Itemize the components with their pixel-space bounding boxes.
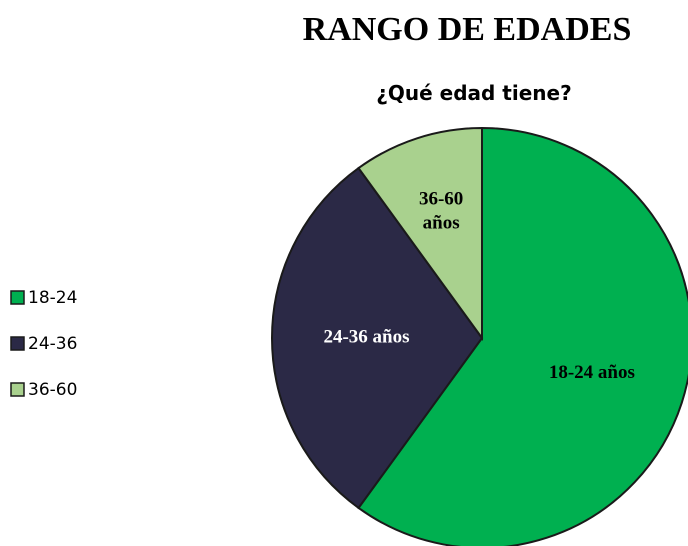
slice-label: años bbox=[423, 213, 460, 234]
pie-slice bbox=[271, 166, 484, 510]
legend-label: 36-60 bbox=[28, 380, 77, 400]
legend-swatch bbox=[10, 382, 25, 397]
chart-title: ¿Qué edad tiene? bbox=[376, 81, 571, 105]
legend-label: 18-24 bbox=[28, 288, 77, 308]
pie-slice bbox=[357, 126, 688, 546]
slice-label: 36-60 bbox=[419, 189, 463, 210]
slice-label: 24-36 años bbox=[323, 326, 409, 347]
legend-swatch bbox=[10, 336, 25, 351]
legend-label: 24-36 bbox=[28, 334, 77, 354]
slice-label: 18-24 años bbox=[549, 362, 635, 383]
legend-swatch bbox=[10, 290, 25, 305]
pie-slice bbox=[357, 126, 483, 342]
page-title: RANGO DE EDADES bbox=[303, 11, 632, 48]
